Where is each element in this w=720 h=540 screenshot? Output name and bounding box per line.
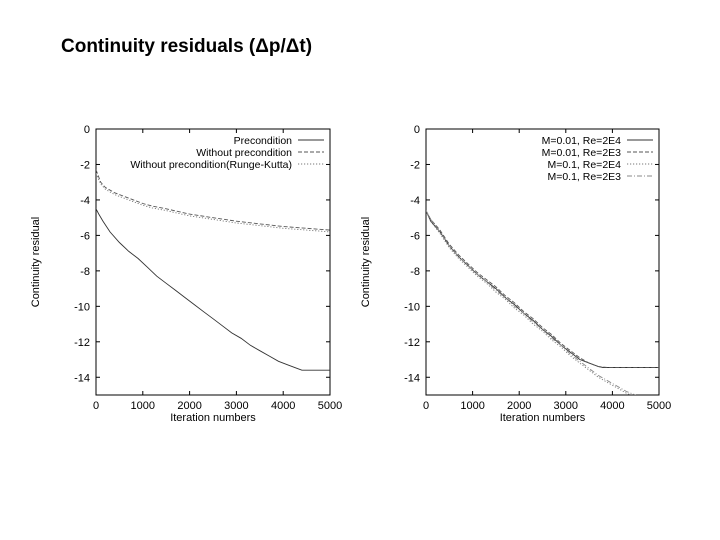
series-line-3 (426, 210, 632, 395)
x-tick-label: 3000 (224, 400, 248, 412)
legend-entry: M=0.1, Re=2E4 (547, 159, 621, 171)
x-tick-label: 3000 (554, 400, 578, 412)
series-line-4 (426, 210, 636, 395)
legend-entry: M=0.1, Re=2E3 (547, 171, 621, 183)
legend-entry: Precondition (234, 135, 293, 147)
x-tick-label: 0 (423, 400, 429, 412)
y-tick-label: -6 (80, 230, 90, 242)
legend-entry: M=0.01, Re=2E4 (542, 135, 622, 147)
y-tick-label: -12 (404, 337, 420, 349)
plot-frame (95, 128, 331, 396)
x-axis-label: Iteration numbers (500, 412, 586, 424)
legend-entry: Without precondition(Runge-Kutta) (130, 159, 292, 171)
x-axis-label: Iteration numbers (170, 412, 256, 424)
x-tick-label: 1000 (131, 400, 155, 412)
y-tick-label: -14 (404, 372, 420, 384)
y-tick-label: 0 (414, 124, 420, 136)
series-line-1 (96, 208, 330, 371)
x-tick-label: 2000 (177, 400, 201, 412)
y-tick-label: -14 (74, 372, 90, 384)
y-axis-label: Continuity residual (360, 217, 372, 308)
x-tick-label: 4000 (271, 400, 295, 412)
chart-1: 0 1000 2000 3000 4000 5000 0 -2 -4 -6 -8 -10 -12 -14 I… (30, 124, 342, 424)
series-line-2 (426, 210, 659, 368)
legend-entry: M=0.01, Re=2E3 (542, 147, 622, 159)
x-tick-label: 5000 (647, 400, 671, 412)
y-axis-label: Continuity residual (30, 217, 42, 308)
x-tick-label: 5000 (318, 400, 342, 412)
y-tick-label: 0 (84, 124, 90, 136)
chart-2: 0 1000 2000 3000 4000 5000 0 -2 -4 -6 -8 -10 -12 -14 I… (360, 124, 671, 424)
series-line-3 (96, 173, 330, 233)
y-tick-label: -2 (80, 159, 90, 171)
y-tick-label: -12 (74, 337, 90, 349)
y-tick-label: -4 (410, 195, 420, 207)
x-tick-label: 1000 (460, 400, 484, 412)
series-line-1 (426, 210, 659, 368)
y-tick-label: -6 (410, 230, 420, 242)
y-tick-label: -10 (74, 301, 90, 313)
plot-frame (425, 128, 660, 396)
series-line-2 (96, 169, 330, 231)
y-tick-label: -2 (410, 159, 420, 171)
x-tick-label: 4000 (600, 400, 624, 412)
x-tick-label: 2000 (507, 400, 531, 412)
page-title: Continuity residuals (Δp/Δt) (61, 36, 313, 57)
y-tick-label: -8 (410, 266, 420, 278)
y-tick-label: -10 (404, 301, 420, 313)
y-tick-label: -8 (80, 266, 90, 278)
x-tick-label: 0 (93, 400, 99, 412)
legend-entry: Without precondition (196, 147, 292, 159)
y-tick-label: -4 (80, 195, 90, 207)
